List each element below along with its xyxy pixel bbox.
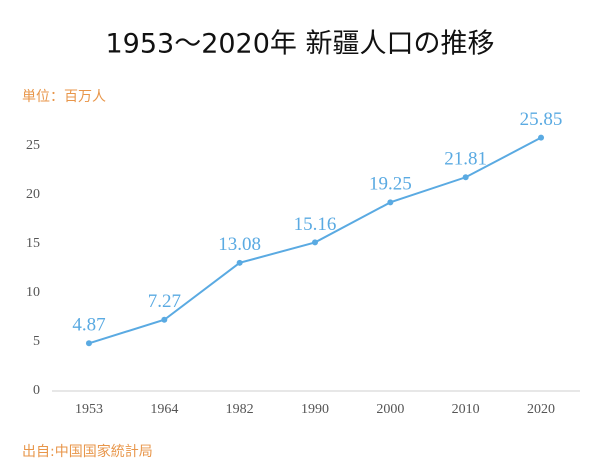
y-tick-label: 20 — [26, 187, 40, 202]
y-tick-label: 10 — [26, 285, 40, 300]
value-label: 7.27 — [148, 291, 181, 312]
y-tick-label: 25 — [26, 138, 40, 153]
value-label: 13.08 — [218, 234, 261, 255]
value-label: 19.25 — [369, 174, 412, 195]
x-tick-label: 1953 — [75, 402, 103, 417]
value-label: 15.16 — [294, 214, 337, 235]
x-tick-label: 1964 — [150, 402, 178, 417]
x-tick-label: 1982 — [226, 402, 254, 417]
y-tick-label: 5 — [33, 334, 40, 349]
value-label: 21.81 — [444, 149, 487, 170]
data-point — [236, 259, 243, 266]
chart-title: 1953～2020年 新疆人口の推移 — [105, 29, 494, 60]
value-label: 25.85 — [520, 109, 563, 130]
y-tick-label: 0 — [33, 383, 40, 398]
x-tick-label: 1990 — [301, 402, 329, 417]
x-tick-label: 2010 — [452, 402, 480, 417]
data-point — [312, 239, 318, 246]
y-tick-label: 15 — [26, 236, 40, 251]
data-point — [161, 316, 168, 323]
value-label: 4.87 — [72, 315, 105, 336]
data-point — [538, 134, 545, 141]
x-tick-label: 2020 — [527, 402, 555, 417]
x-tick-label: 2000 — [376, 402, 404, 417]
data-point — [462, 174, 469, 181]
unit-label: 単位：百万人 — [22, 89, 106, 105]
data-point — [387, 199, 394, 206]
data-point — [85, 340, 92, 347]
source-label: 出自:中国国家統計局 — [22, 443, 153, 460]
